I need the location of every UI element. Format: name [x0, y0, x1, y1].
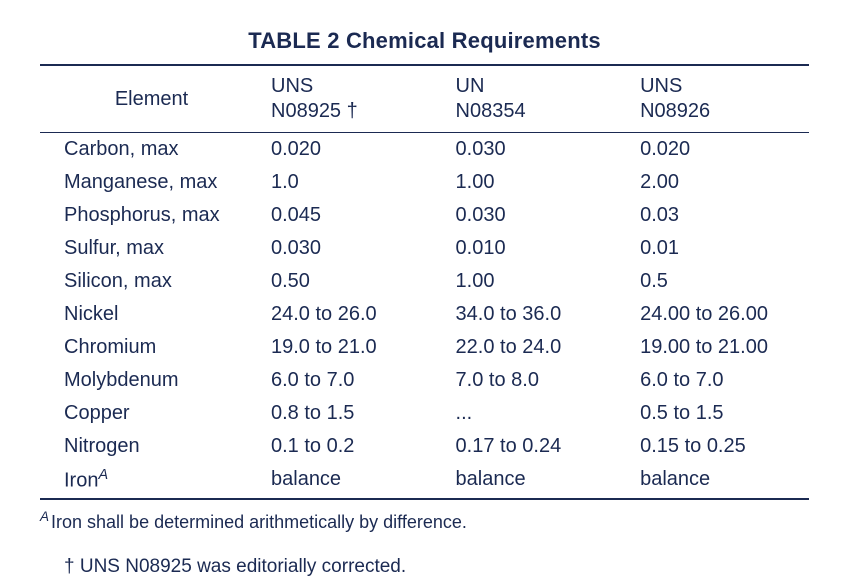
value-cell-1: 6.0 to 7.0 — [263, 364, 448, 397]
value-cell-1: 1.0 — [263, 166, 448, 199]
col-header-1-line1: UNS — [271, 75, 313, 97]
value-cell-1: 0.8 to 1.5 — [263, 397, 448, 430]
value-cell-3: 0.03 — [632, 199, 809, 232]
value-cell-1: 0.030 — [263, 232, 448, 265]
value-cell-2: 7.0 to 8.0 — [448, 364, 633, 397]
footnote-a-text: Iron shall be determined arithmetically … — [51, 512, 467, 532]
col-header-element: Element — [40, 65, 263, 133]
footnote-a: AIron shall be determined arithmetically… — [40, 508, 809, 534]
value-cell-3: 2.00 — [632, 166, 809, 199]
table-row: Manganese, max1.01.002.00 — [40, 166, 809, 199]
value-cell-1: 0.045 — [263, 199, 448, 232]
chemical-requirements-table: Element UNS N08925 † UN N08354 UNS N0892… — [40, 64, 809, 500]
element-cell: Carbon, max — [40, 133, 263, 167]
element-cell: Sulfur, max — [40, 232, 263, 265]
col-header-3: UNS N08926 — [632, 65, 809, 133]
element-cell: Copper — [40, 397, 263, 430]
table-row: Silicon, max0.501.000.5 — [40, 265, 809, 298]
value-cell-2: 0.17 to 0.24 — [448, 430, 633, 463]
col-header-2: UN N08354 — [448, 65, 633, 133]
value-cell-3: 24.00 to 26.00 — [632, 298, 809, 331]
element-cell: Molybdenum — [40, 364, 263, 397]
footnote-a-marker: A — [40, 509, 49, 524]
table-head: Element UNS N08925 † UN N08354 UNS N0892… — [40, 65, 809, 133]
table-row: Copper0.8 to 1.5...0.5 to 1.5 — [40, 397, 809, 430]
col-header-2-line1: UN — [456, 75, 485, 97]
element-cell: Nitrogen — [40, 430, 263, 463]
col-header-2-line2: N08354 — [456, 100, 526, 122]
table-row: Phosphorus, max0.0450.0300.03 — [40, 199, 809, 232]
value-cell-2: ... — [448, 397, 633, 430]
element-cell: Nickel — [40, 298, 263, 331]
element-cell: IronA — [40, 463, 263, 499]
value-cell-2: balance — [448, 463, 633, 499]
page: TABLE 2 Chemical Requirements Element UN… — [0, 0, 849, 563]
table-title: TABLE 2 Chemical Requirements — [40, 28, 809, 54]
value-cell-3: 0.01 — [632, 232, 809, 265]
value-cell-1: 0.1 to 0.2 — [263, 430, 448, 463]
value-cell-2: 0.030 — [448, 133, 633, 167]
table-row: Carbon, max0.0200.0300.020 — [40, 133, 809, 167]
value-cell-2: 1.00 — [448, 265, 633, 298]
value-cell-2: 0.010 — [448, 232, 633, 265]
table-body: Carbon, max0.0200.0300.020Manganese, max… — [40, 133, 809, 499]
header-row: Element UNS N08925 † UN N08354 UNS N0892… — [40, 65, 809, 133]
table-row: Nickel24.0 to 26.034.0 to 36.024.00 to 2… — [40, 298, 809, 331]
value-cell-1: balance — [263, 463, 448, 499]
element-superscript: A — [98, 467, 108, 483]
value-cell-1: 24.0 to 26.0 — [263, 298, 448, 331]
value-cell-2: 1.00 — [448, 166, 633, 199]
value-cell-3: balance — [632, 463, 809, 499]
value-cell-3: 19.00 to 21.00 — [632, 331, 809, 364]
col-header-element-text: Element — [115, 88, 188, 110]
col-header-3-line2: N08926 — [640, 100, 710, 122]
footnote-dagger: † UNS N08925 was editorially corrected. — [40, 556, 809, 578]
element-cell: Phosphorus, max — [40, 199, 263, 232]
table-row: Molybdenum6.0 to 7.07.0 to 8.06.0 to 7.0 — [40, 364, 809, 397]
value-cell-2: 0.030 — [448, 199, 633, 232]
value-cell-3: 0.15 to 0.25 — [632, 430, 809, 463]
col-header-3-line1: UNS — [640, 75, 682, 97]
table-row: Sulfur, max0.0300.0100.01 — [40, 232, 809, 265]
element-cell: Manganese, max — [40, 166, 263, 199]
value-cell-1: 0.50 — [263, 265, 448, 298]
value-cell-2: 34.0 to 36.0 — [448, 298, 633, 331]
element-cell: Chromium — [40, 331, 263, 364]
value-cell-1: 19.0 to 21.0 — [263, 331, 448, 364]
col-header-1-line2: N08925 † — [271, 100, 358, 122]
table-row: Chromium19.0 to 21.022.0 to 24.019.00 to… — [40, 331, 809, 364]
value-cell-3: 0.020 — [632, 133, 809, 167]
col-header-1: UNS N08925 † — [263, 65, 448, 133]
element-cell: Silicon, max — [40, 265, 263, 298]
table-row: Nitrogen0.1 to 0.20.17 to 0.240.15 to 0.… — [40, 430, 809, 463]
value-cell-2: 22.0 to 24.0 — [448, 331, 633, 364]
table-row: IronAbalancebalancebalance — [40, 463, 809, 499]
value-cell-1: 0.020 — [263, 133, 448, 167]
value-cell-3: 6.0 to 7.0 — [632, 364, 809, 397]
value-cell-3: 0.5 to 1.5 — [632, 397, 809, 430]
value-cell-3: 0.5 — [632, 265, 809, 298]
